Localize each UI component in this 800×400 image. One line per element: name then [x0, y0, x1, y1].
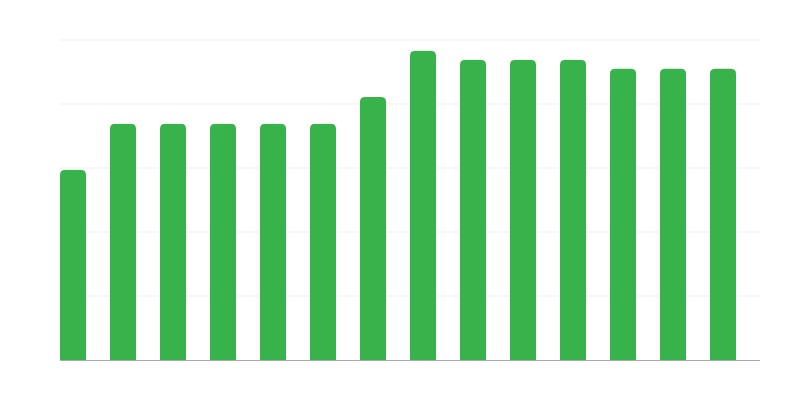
bar-14	[710, 68, 736, 361]
bar-8	[410, 50, 436, 360]
bar-12	[610, 68, 636, 361]
bars	[60, 50, 736, 361]
bar-5	[260, 123, 286, 360]
bar-1	[60, 169, 86, 360]
bar-11	[560, 59, 586, 361]
bar-7	[360, 96, 386, 361]
bar-6	[310, 123, 336, 360]
bar-2	[110, 123, 136, 360]
bar-13	[660, 68, 686, 361]
bar-4	[210, 123, 236, 360]
bar-3	[160, 123, 186, 360]
bar-10	[510, 59, 536, 361]
bar-9	[460, 59, 486, 361]
